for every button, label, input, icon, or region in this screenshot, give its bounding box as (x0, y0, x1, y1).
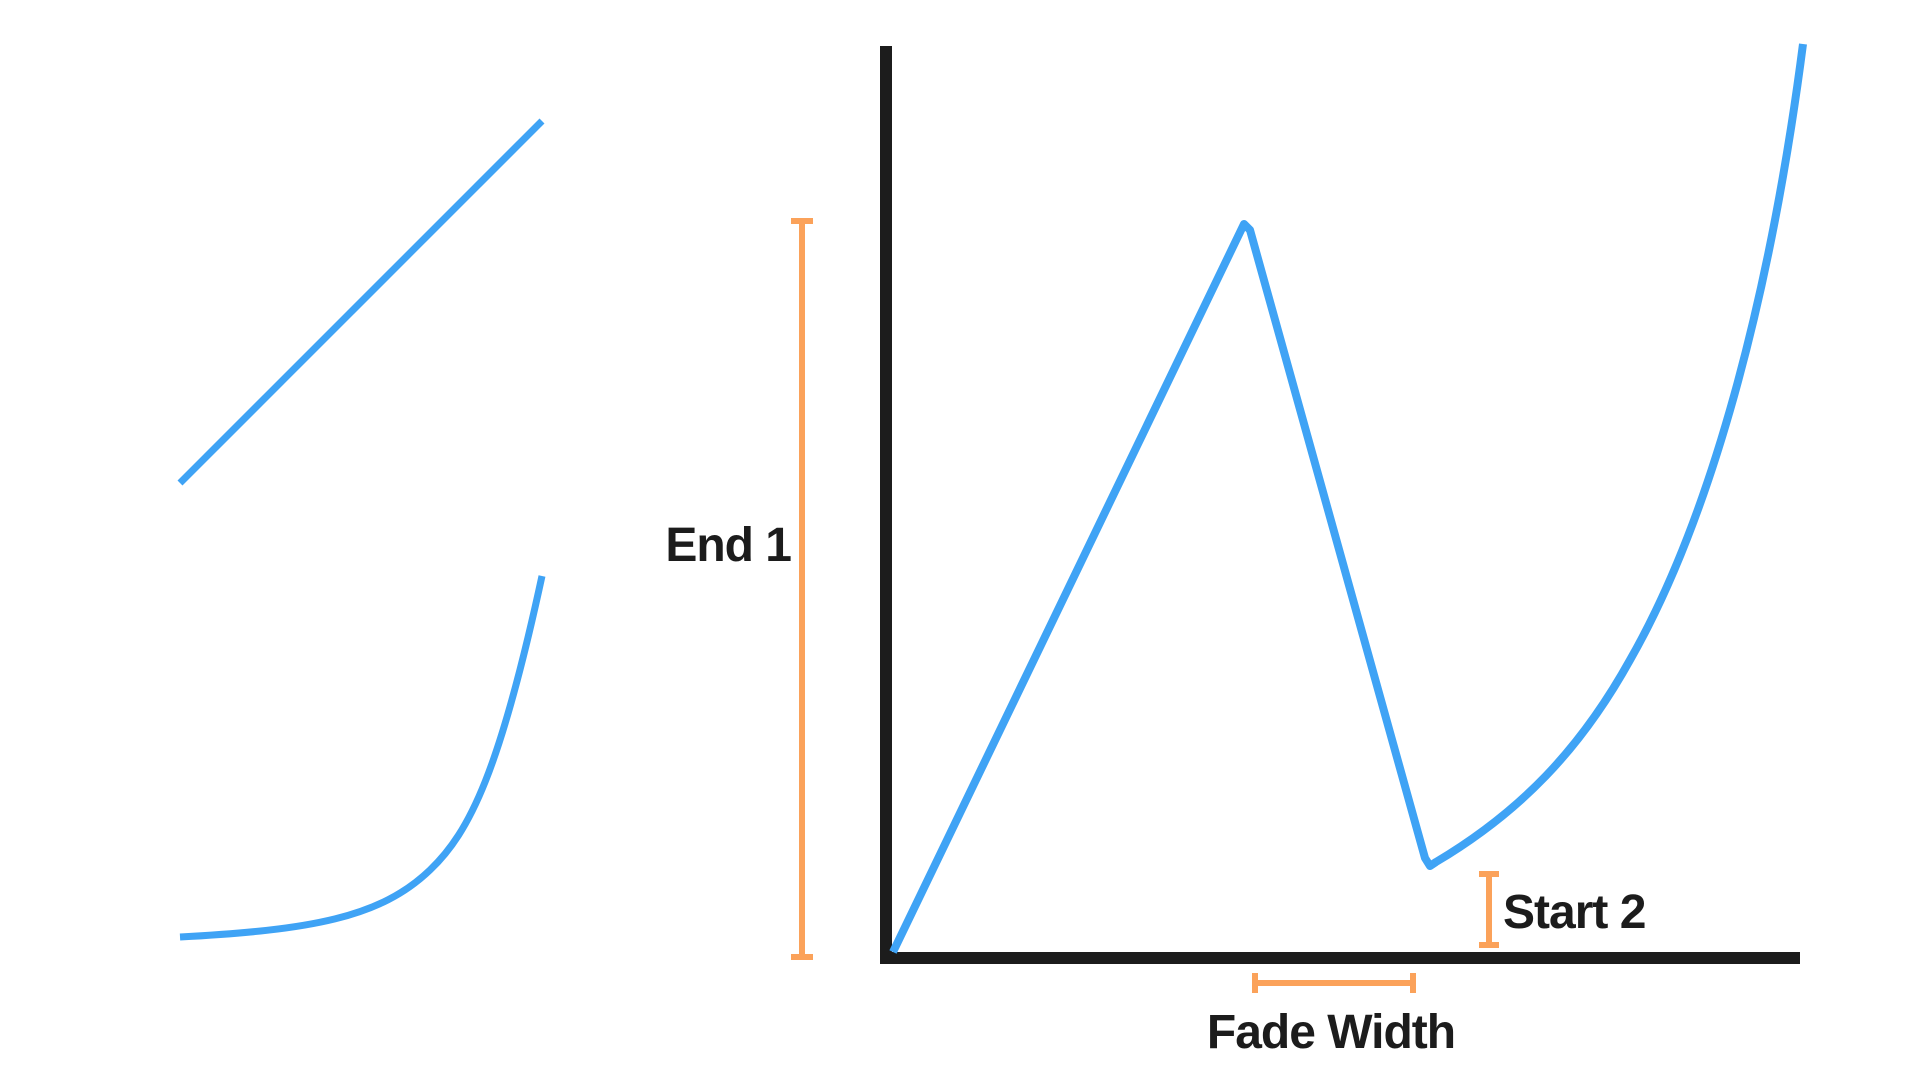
crossfade-curve (889, 43, 1807, 954)
start2-label: Start 2 (1503, 886, 1645, 939)
end1-bracket (791, 218, 813, 960)
start2-bracket (1479, 871, 1499, 948)
fade-width-label: Fade Width (1207, 1006, 1455, 1059)
exponential-curve-icon (179, 575, 546, 941)
end1-label: End 1 (665, 519, 791, 572)
fade-width-bracket (1252, 973, 1416, 993)
linear-curve-icon (177, 118, 545, 486)
chart-axes (880, 46, 1800, 964)
